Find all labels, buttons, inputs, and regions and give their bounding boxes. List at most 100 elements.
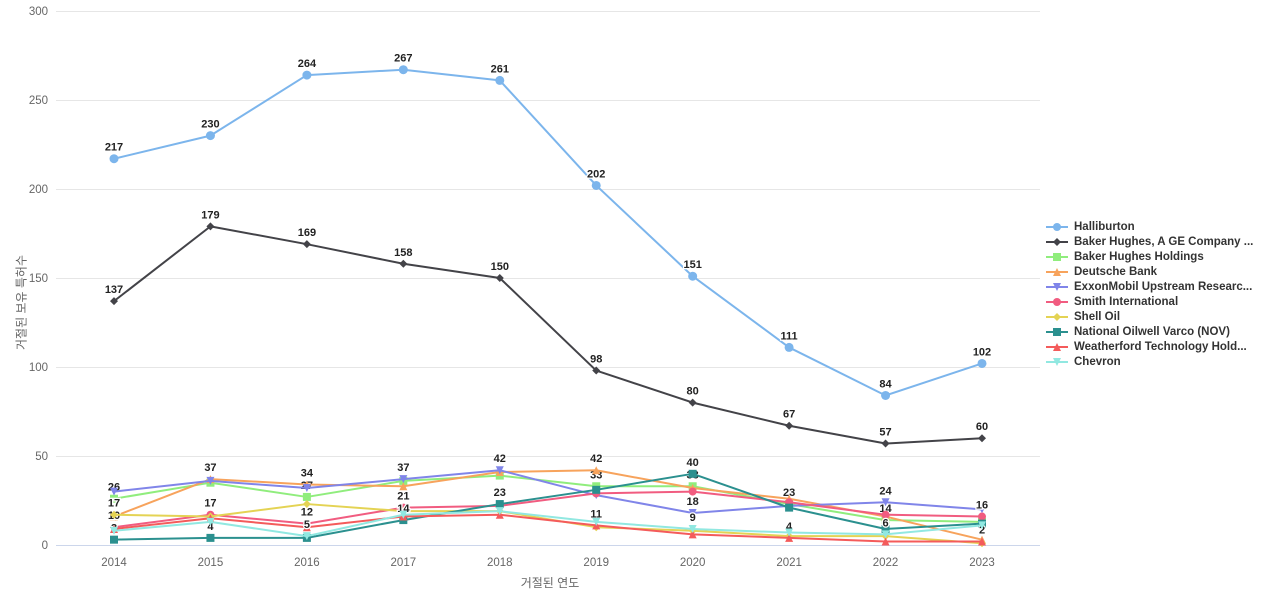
- data-point[interactable]: [1053, 253, 1061, 261]
- data-point[interactable]: [399, 475, 408, 484]
- data-point[interactable]: [688, 271, 698, 281]
- data-point[interactable]: [399, 259, 408, 268]
- data-point[interactable]: [592, 366, 601, 375]
- data-point[interactable]: [1053, 298, 1061, 306]
- series-line[interactable]: [113, 474, 983, 523]
- series-line[interactable]: [113, 472, 983, 541]
- data-point[interactable]: [1053, 268, 1061, 276]
- legend-item-7[interactable]: Shell Oil: [1046, 311, 1253, 323]
- series-line[interactable]: [113, 225, 983, 445]
- data-point[interactable]: [785, 503, 794, 512]
- data-point[interactable]: [881, 537, 890, 546]
- data-point[interactable]: [1053, 223, 1061, 231]
- data-point[interactable]: [302, 492, 311, 501]
- data-point[interactable]: [110, 297, 118, 306]
- data-point[interactable]: [688, 530, 697, 539]
- data-point[interactable]: [978, 521, 986, 530]
- data-point[interactable]: [688, 524, 697, 533]
- x-tick-label: 2020: [680, 557, 706, 569]
- data-point[interactable]: [302, 500, 311, 509]
- data-point[interactable]: [688, 398, 697, 407]
- legend-item-2[interactable]: Baker Hughes, A GE Company ...: [1046, 236, 1253, 248]
- legend-item-8[interactable]: National Oilwell Varco (NOV): [1046, 326, 1253, 338]
- data-point[interactable]: [399, 482, 408, 491]
- data-label: 102: [973, 346, 991, 358]
- data-point[interactable]: [109, 154, 119, 164]
- data-point[interactable]: [495, 75, 505, 85]
- data-point[interactable]: [495, 507, 504, 516]
- data-point[interactable]: [785, 528, 794, 537]
- y-tick-label: 50: [35, 451, 48, 463]
- legend-item-1[interactable]: Halliburton: [1046, 221, 1253, 233]
- data-point[interactable]: [110, 526, 118, 535]
- series-line[interactable]: [113, 68, 983, 397]
- data-point[interactable]: [495, 466, 504, 475]
- legend-marker-icon: [1046, 253, 1068, 261]
- data-point[interactable]: [592, 485, 601, 494]
- legend-item-4[interactable]: Deutsche Bank: [1046, 266, 1253, 278]
- data-point[interactable]: [206, 517, 215, 526]
- data-point[interactable]: [978, 505, 986, 514]
- data-point[interactable]: [206, 476, 215, 485]
- data-point[interactable]: [110, 510, 118, 519]
- data-point[interactable]: [495, 274, 504, 282]
- data-point[interactable]: [785, 421, 794, 430]
- data-point[interactable]: [206, 222, 215, 231]
- data-point[interactable]: [110, 487, 118, 496]
- data-point[interactable]: [881, 390, 891, 400]
- data-point[interactable]: [688, 487, 697, 496]
- data-point[interactable]: [205, 131, 215, 141]
- legend-label: Shell Oil: [1074, 311, 1121, 323]
- x-tick-label: 2017: [391, 557, 417, 569]
- data-point[interactable]: [302, 70, 312, 80]
- data-point[interactable]: [1053, 328, 1061, 336]
- data-point[interactable]: [881, 524, 890, 533]
- data-point[interactable]: [495, 500, 504, 509]
- data-point[interactable]: [591, 180, 601, 190]
- series-line[interactable]: [113, 469, 983, 514]
- data-point[interactable]: [785, 533, 794, 542]
- data-point[interactable]: [978, 512, 986, 521]
- data-point[interactable]: [688, 469, 697, 478]
- legend-marker-icon: [1046, 223, 1068, 231]
- series-line[interactable]: [113, 490, 983, 529]
- data-point[interactable]: [881, 510, 890, 519]
- data-point[interactable]: [881, 530, 890, 539]
- data-point[interactable]: [592, 466, 601, 475]
- data-label: 111: [781, 330, 798, 342]
- data-point[interactable]: [881, 498, 890, 507]
- data-point[interactable]: [592, 517, 601, 526]
- legend-item-5[interactable]: ExxonMobil Upstream Researc...: [1046, 281, 1253, 293]
- data-point[interactable]: [110, 535, 118, 544]
- data-label: 158: [394, 247, 412, 259]
- data-point[interactable]: [302, 240, 311, 249]
- legend-item-6[interactable]: Smith International: [1046, 296, 1253, 308]
- data-point[interactable]: [398, 65, 408, 75]
- series-line[interactable]: [113, 513, 983, 543]
- series-line[interactable]: [113, 510, 983, 538]
- data-point[interactable]: [1053, 238, 1061, 246]
- data-point[interactable]: [302, 532, 311, 541]
- data-point[interactable]: [302, 523, 311, 532]
- data-point[interactable]: [688, 508, 697, 517]
- legend-marker-icon: [1046, 283, 1068, 291]
- data-point[interactable]: [110, 494, 118, 503]
- legend-item-9[interactable]: Weatherford Technology Hold...: [1046, 341, 1253, 353]
- data-point[interactable]: [784, 342, 794, 352]
- data-point[interactable]: [1053, 358, 1061, 366]
- data-point[interactable]: [302, 484, 311, 493]
- data-point[interactable]: [977, 358, 987, 368]
- data-point[interactable]: [1053, 313, 1061, 321]
- data-label: 23: [494, 487, 506, 499]
- legend-item-3[interactable]: Baker Hughes Holdings: [1046, 251, 1253, 263]
- data-point[interactable]: [881, 439, 890, 448]
- legend-item-10[interactable]: Chevron: [1046, 356, 1253, 368]
- data-point[interactable]: [206, 533, 215, 542]
- data-point[interactable]: [399, 510, 408, 519]
- data-point[interactable]: [1053, 283, 1061, 291]
- data-point[interactable]: [1053, 343, 1061, 351]
- data-point[interactable]: [978, 537, 986, 546]
- data-label: 261: [491, 63, 509, 75]
- data-label: 267: [394, 53, 412, 65]
- data-point[interactable]: [978, 434, 986, 443]
